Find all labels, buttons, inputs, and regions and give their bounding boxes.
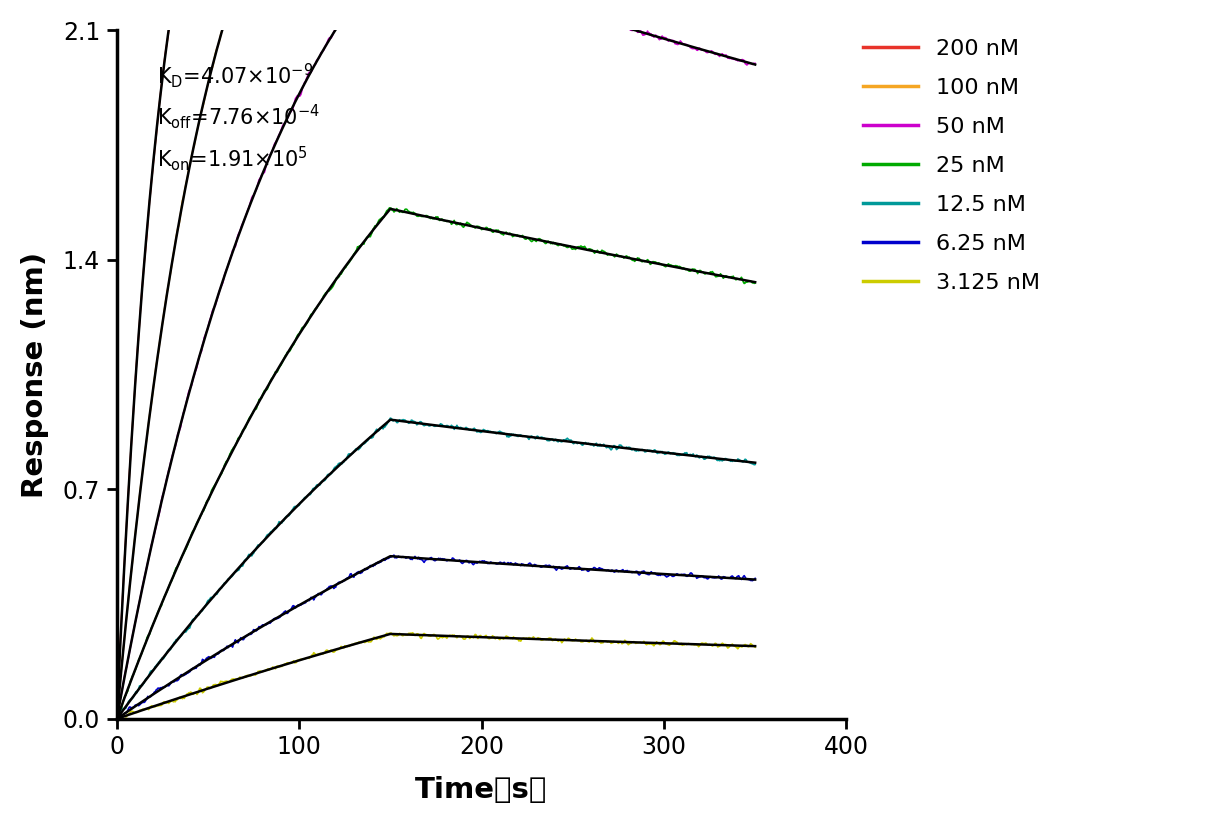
- X-axis label: Time（s）: Time（s）: [415, 776, 548, 804]
- Text: K$_\mathrm{off}$=7.76×10$^{-4}$: K$_\mathrm{off}$=7.76×10$^{-4}$: [156, 102, 320, 131]
- Legend: 200 nM, 100 nM, 50 nM, 25 nM, 12.5 nM, 6.25 nM, 3.125 nM: 200 nM, 100 nM, 50 nM, 25 nM, 12.5 nM, 6…: [854, 31, 1048, 301]
- Y-axis label: Response (nm): Response (nm): [21, 252, 49, 497]
- Text: K$_\mathrm{D}$=4.07×10$^{-9}$: K$_\mathrm{D}$=4.07×10$^{-9}$: [156, 61, 313, 90]
- Text: K$_\mathrm{on}$=1.91×10$^{5}$: K$_\mathrm{on}$=1.91×10$^{5}$: [156, 144, 308, 172]
